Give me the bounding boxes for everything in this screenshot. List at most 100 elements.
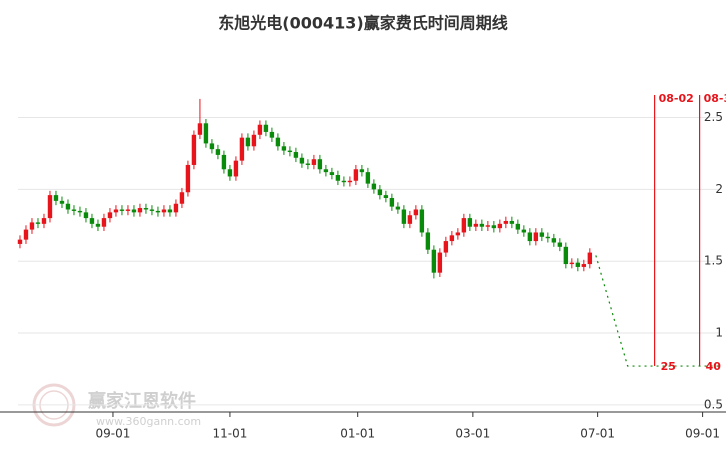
candle-body: [77, 210, 83, 213]
candle-body: [485, 225, 491, 227]
candle-body: [113, 209, 119, 213]
candle-body: [443, 241, 449, 253]
candle-body: [35, 222, 41, 224]
candle-body: [299, 157, 305, 164]
candle-body: [437, 252, 443, 273]
candle-body: [557, 242, 563, 247]
candle-body: [335, 175, 341, 181]
x-tick-label: 07-01: [580, 427, 615, 441]
candle-body: [167, 209, 173, 213]
candle-body: [71, 209, 77, 211]
candle-body: [311, 159, 317, 165]
candle-body: [317, 159, 323, 170]
x-tick-label: 03-01: [455, 427, 490, 441]
candle-body: [377, 189, 383, 196]
candle-body: [533, 232, 539, 242]
candle-body: [17, 239, 23, 244]
candle-body: [473, 223, 479, 227]
candle-body: [353, 169, 359, 181]
candle-body: [131, 209, 137, 213]
y-tick-label: 2: [715, 182, 723, 196]
candle-body: [179, 192, 185, 204]
candle-body: [89, 218, 95, 224]
candle-body: [497, 223, 503, 229]
candle-body: [257, 124, 263, 135]
candle-body: [233, 160, 239, 177]
candle-body: [53, 195, 59, 201]
candle-body: [347, 180, 353, 183]
candle-body: [107, 212, 113, 219]
candle-body: [431, 249, 437, 273]
candle-body: [521, 229, 527, 233]
candle-body: [323, 169, 329, 173]
candle-body: [371, 183, 377, 190]
candle-body: [539, 232, 545, 237]
candle-body: [545, 236, 551, 239]
candle-body: [191, 134, 197, 165]
cycle-date-label: 08-02: [659, 92, 694, 105]
x-tick-label: 11-01: [212, 427, 247, 441]
candle-body: [263, 124, 269, 132]
candle-body: [95, 223, 101, 227]
candle-body: [101, 218, 107, 227]
candle-body: [461, 218, 467, 233]
candle-body: [413, 209, 419, 216]
candle-body: [341, 180, 347, 183]
candle-body: [515, 223, 521, 230]
candle-body: [215, 149, 221, 155]
candle-body: [527, 232, 533, 242]
candle-body: [29, 222, 35, 230]
candle-body: [149, 209, 155, 211]
watermark: 赢家江恩软件 www.360gann.com: [32, 383, 201, 428]
candle-body: [185, 164, 191, 193]
candle-body: [269, 131, 275, 138]
candle-body: [239, 137, 245, 161]
candle-body: [137, 208, 143, 213]
watermark-url: www.360gann.com: [96, 415, 201, 428]
candle-body: [479, 223, 485, 227]
candle-body: [209, 143, 215, 150]
candle-body: [383, 195, 389, 198]
x-tick-label: 09-01: [96, 427, 131, 441]
candle-body: [563, 246, 569, 265]
candle-body: [173, 203, 179, 213]
candle-body: [245, 137, 251, 147]
candle-body: [359, 169, 365, 173]
candle-body: [425, 232, 431, 250]
candle-body: [419, 209, 425, 233]
candle-body: [575, 262, 581, 267]
candle-body: [143, 208, 149, 210]
cycle-count-label: 40: [706, 360, 722, 373]
candle-body: [203, 123, 209, 144]
candle-body: [119, 209, 125, 211]
candle-body: [455, 232, 461, 236]
candle-body: [251, 134, 257, 147]
candle-body: [83, 212, 89, 219]
y-tick-label: 2.5: [704, 110, 723, 124]
candle-body: [281, 146, 287, 151]
x-tick-label: 09-01: [685, 427, 720, 441]
x-tick-label: 01-01: [340, 427, 375, 441]
y-tick-label: 1: [715, 326, 723, 340]
candle-body: [23, 229, 29, 240]
candle-body: [275, 137, 281, 147]
candle-body: [395, 206, 401, 210]
candle-body: [287, 150, 293, 153]
candle-body: [569, 262, 575, 265]
candle-body: [47, 195, 53, 219]
candle-body: [551, 238, 557, 243]
candle-body: [65, 203, 71, 210]
y-tick-label: 0.5: [704, 397, 723, 411]
candle-body: [329, 172, 335, 176]
candle-body: [389, 197, 395, 207]
candle-body: [305, 163, 311, 165]
candle-body: [227, 169, 233, 177]
candle-body: [365, 172, 371, 184]
y-tick-label: 1.5: [704, 254, 723, 268]
watermark-name: 赢家江恩软件: [88, 390, 196, 412]
cycle-date-label: 08-30: [704, 92, 726, 105]
candle-body: [221, 154, 227, 170]
candle-body: [467, 218, 473, 227]
candle-body: [509, 220, 515, 224]
